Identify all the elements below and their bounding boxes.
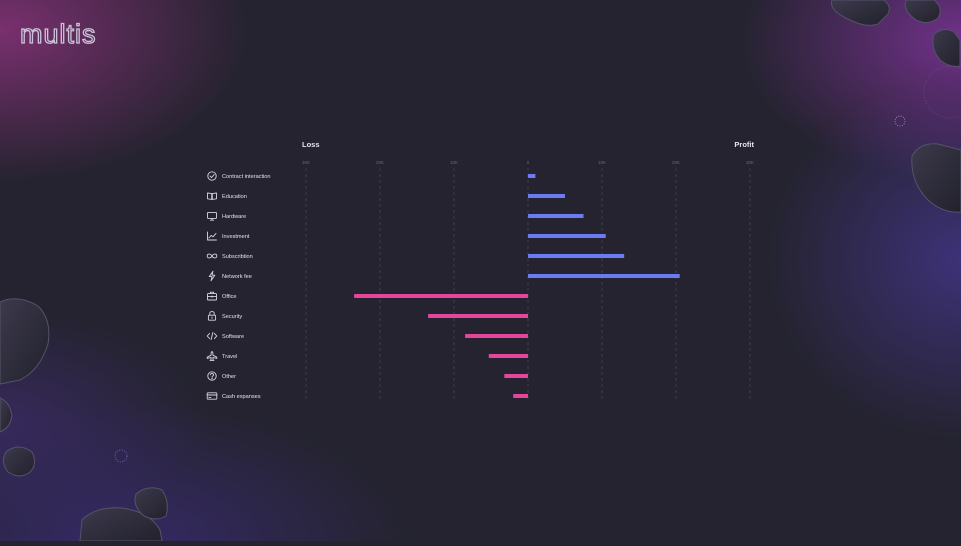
- tick-label: 10K: [450, 160, 458, 165]
- chart-row: Education: [207, 192, 565, 200]
- profit-bar: [528, 234, 606, 238]
- question-circle-icon: [207, 371, 217, 381]
- card-icon: [206, 392, 218, 400]
- chart-row: Travel: [206, 350, 528, 361]
- loss-bar: [488, 354, 528, 358]
- category-label: Other: [222, 374, 236, 380]
- chart-row: Subscribtion: [206, 253, 625, 260]
- category-label: Contract interaction: [222, 174, 271, 180]
- tick-label: 10K: [598, 160, 606, 165]
- tick-label: 0: [527, 160, 530, 165]
- category-label: Investment: [222, 234, 250, 240]
- category-label: Office: [222, 294, 237, 300]
- loss-bar: [465, 334, 528, 338]
- chart-row: Contract interaction: [207, 171, 536, 181]
- check-circle-icon: [207, 171, 217, 181]
- tick-label: 30K: [302, 160, 310, 165]
- tick-layer: 30K 20K 10K 0 10K 20K 30K: [302, 160, 754, 165]
- profit-bar: [528, 254, 625, 258]
- loss-header: Loss: [302, 140, 320, 149]
- profit-bar: [528, 214, 584, 218]
- chart-row: Cash expanses: [206, 392, 528, 400]
- loss-bar: [428, 314, 528, 318]
- profit-bar: [528, 194, 565, 198]
- monitor-icon: [207, 211, 217, 221]
- category-label: Network fee: [222, 274, 252, 280]
- row-layer: Contract interaction Education Hardware Inv…: [206, 171, 680, 400]
- loss-bar: [354, 294, 528, 298]
- category-label: Security: [222, 314, 242, 320]
- airplane-icon: [206, 350, 218, 361]
- chart-row: Hardware: [207, 211, 584, 221]
- briefcase-icon: [207, 291, 217, 301]
- logo: multis: [19, 18, 128, 50]
- logo-text: multis: [19, 18, 97, 49]
- tick-label: 30K: [746, 160, 754, 165]
- chart-row: Network fee: [208, 270, 680, 282]
- tick-label: 20K: [672, 160, 680, 165]
- chart-row: Office: [207, 291, 528, 301]
- chart-row: Software: [206, 331, 528, 341]
- category-label: Travel: [222, 354, 237, 360]
- loss-bar: [513, 394, 528, 398]
- infinity-icon: [206, 253, 218, 259]
- loss-bar: [504, 374, 528, 378]
- book-icon: [207, 192, 217, 200]
- category-label: Hardware: [222, 214, 246, 220]
- lock-icon: [207, 311, 217, 321]
- code-icon: [206, 331, 218, 341]
- lightning-icon: [208, 270, 216, 282]
- chart-row: Other: [207, 371, 528, 381]
- header-layer: Loss Profit: [302, 140, 754, 149]
- chart-row: Investment: [207, 231, 606, 241]
- category-label: Software: [222, 334, 244, 340]
- category-label: Subscribtion: [222, 254, 253, 260]
- category-label: Education: [222, 194, 247, 200]
- profit-bar: [528, 274, 680, 278]
- profit-header: Profit: [734, 140, 754, 149]
- chart-row: Security: [207, 311, 528, 321]
- grid-layer: [305, 168, 751, 400]
- tick-label: 20K: [376, 160, 384, 165]
- trend-up-icon: [207, 231, 217, 241]
- category-label: Cash expanses: [222, 394, 261, 400]
- profit-bar: [528, 174, 536, 178]
